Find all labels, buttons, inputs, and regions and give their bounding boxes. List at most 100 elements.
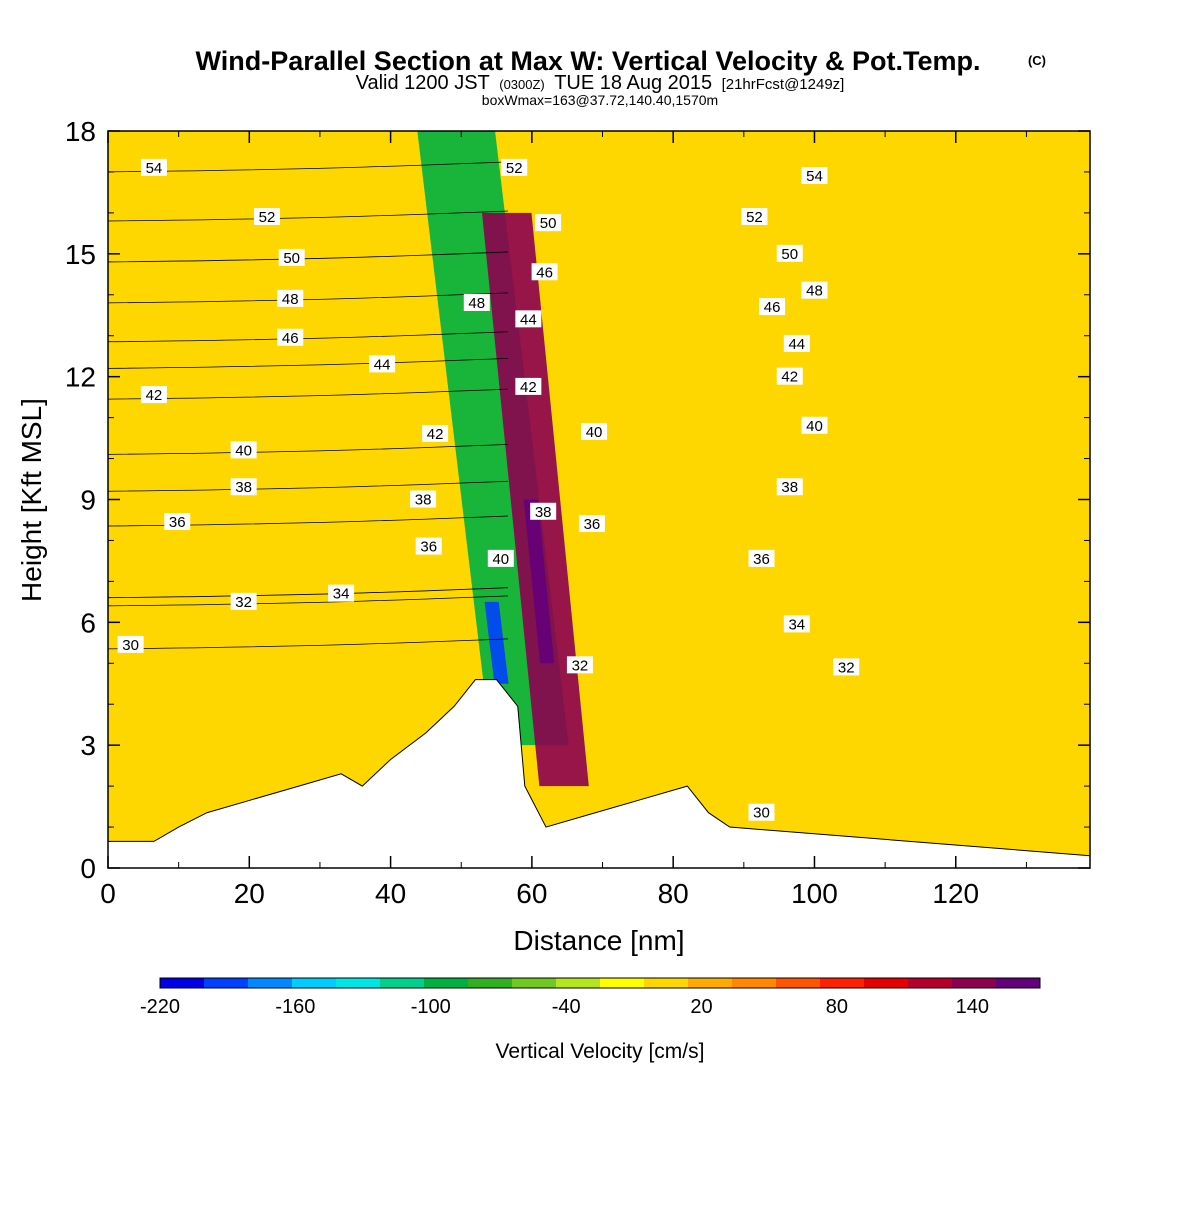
contour-label-text: 32 bbox=[838, 659, 855, 676]
contour-label: 38 bbox=[776, 478, 803, 496]
contour-label-text: 44 bbox=[374, 356, 391, 373]
chart-title-mark: (C) bbox=[1028, 53, 1046, 68]
y-tick-label: 9 bbox=[80, 485, 96, 516]
y-tick-label: 0 bbox=[80, 853, 96, 884]
contour-label: 32 bbox=[566, 656, 593, 674]
contour-label: 36 bbox=[164, 513, 191, 531]
colorbar-swatch bbox=[952, 978, 997, 988]
contour-label: 30 bbox=[117, 635, 144, 654]
contour-label: 46 bbox=[531, 263, 558, 281]
contour-label: 38 bbox=[230, 478, 257, 496]
contour-label-text: 38 bbox=[535, 504, 552, 521]
contour-label: 42 bbox=[140, 386, 167, 404]
x-tick-label: 0 bbox=[100, 878, 116, 909]
colorbar-tick-label: -40 bbox=[552, 996, 581, 1018]
colorbar-swatch bbox=[512, 978, 557, 988]
contour-label: 48 bbox=[801, 281, 828, 300]
y-tick-label: 6 bbox=[80, 607, 96, 638]
contour-label: 32 bbox=[833, 658, 860, 676]
contour-label-text: 50 bbox=[283, 250, 300, 267]
contour-label: 48 bbox=[277, 289, 304, 308]
chart-title: Wind-Parallel Section at Max W: Vertical… bbox=[196, 46, 981, 76]
contour-label-text: 42 bbox=[427, 426, 444, 443]
contour-label-text: 42 bbox=[146, 387, 163, 404]
contour-label-text: 42 bbox=[520, 379, 537, 396]
contour-label-text: 34 bbox=[333, 586, 350, 603]
contour-labels: 54 52 50 48 46 42 44 40 38 36 34 32 30 48 42 38 36 40 52 50… bbox=[117, 158, 860, 822]
velocity-feature-2 bbox=[484, 601, 509, 684]
contour-label: 40 bbox=[230, 441, 257, 459]
contour-label: 50 bbox=[535, 214, 562, 232]
contour-label: 40 bbox=[581, 422, 608, 441]
y-tick-label: 15 bbox=[65, 239, 96, 270]
contour-label: 42 bbox=[515, 377, 542, 396]
contour-label: 46 bbox=[277, 328, 304, 347]
colorbar-tick-label: 20 bbox=[690, 996, 712, 1018]
contour-line-12 bbox=[108, 638, 509, 650]
contour-label: 38 bbox=[410, 490, 437, 509]
contour-label-text: 40 bbox=[806, 418, 823, 435]
contour-label-text: 52 bbox=[259, 209, 276, 226]
contour-label-text: 52 bbox=[506, 160, 523, 177]
colorbar-swatch bbox=[820, 978, 865, 988]
contour-label-text: 38 bbox=[235, 479, 252, 496]
colorbar-swatch bbox=[776, 978, 821, 988]
colorbar-swatch bbox=[556, 978, 601, 988]
contour-label-text: 48 bbox=[468, 295, 485, 312]
contour-label-text: 32 bbox=[572, 657, 589, 674]
contour-label-text: 48 bbox=[806, 283, 823, 300]
contour-label-text: 32 bbox=[235, 594, 252, 611]
contour-label: 34 bbox=[783, 615, 810, 633]
terrain-mask bbox=[108, 679, 1090, 868]
contour-label-text: 40 bbox=[235, 442, 252, 459]
x-tick-label: 80 bbox=[658, 878, 689, 909]
contour-label: 40 bbox=[487, 549, 514, 568]
chart-subtitle-2: boxWmax=163@37.72,140.40,1570m bbox=[482, 92, 718, 108]
colorbar-swatch bbox=[732, 978, 777, 988]
vertical-velocity-field bbox=[417, 131, 589, 787]
contour-label: 50 bbox=[776, 244, 803, 263]
contour-label-text: 34 bbox=[788, 616, 805, 633]
subtitle-prefix: Valid 1200 JST bbox=[356, 72, 490, 94]
contour-label-text: 46 bbox=[536, 264, 553, 281]
contour-label: 36 bbox=[578, 515, 605, 533]
colorbar-swatch bbox=[600, 978, 645, 988]
contour-line-7 bbox=[108, 443, 509, 455]
colorbar-swatch bbox=[908, 978, 953, 988]
x-tick-label: 100 bbox=[791, 878, 838, 909]
y-tick-label: 12 bbox=[65, 362, 96, 393]
colorbar-swatch bbox=[424, 978, 469, 988]
colorbar-swatch bbox=[292, 978, 337, 988]
x-tick-label: 20 bbox=[234, 878, 265, 909]
colorbar-swatch bbox=[204, 978, 249, 988]
contour-label-text: 36 bbox=[169, 514, 186, 531]
contour-label: 48 bbox=[463, 293, 490, 312]
colorbar-swatch bbox=[160, 978, 205, 988]
colorbar-swatch bbox=[864, 978, 909, 988]
colorbar-swatch bbox=[996, 978, 1041, 988]
contour-line-8 bbox=[108, 480, 509, 492]
contour-label-text: 40 bbox=[492, 551, 509, 568]
contour-label: 44 bbox=[783, 334, 810, 353]
colorbar-tick-label: -100 bbox=[411, 996, 451, 1018]
contour-label: 32 bbox=[230, 592, 257, 611]
subtitle-date: TUE 18 Aug 2015 bbox=[554, 72, 712, 94]
contour-label: 52 bbox=[741, 207, 768, 226]
contour-label: 52 bbox=[501, 158, 528, 177]
colorbar-swatch bbox=[380, 978, 425, 988]
colorbar-swatch bbox=[468, 978, 513, 988]
contour-label-text: 54 bbox=[146, 160, 163, 177]
chart-subtitle: Valid 1200 JST (0300Z) TUE 18 Aug 2015 [… bbox=[356, 72, 845, 94]
contour-line-4 bbox=[108, 331, 509, 343]
contour-label-text: 36 bbox=[584, 516, 601, 533]
plot-background bbox=[108, 131, 1090, 868]
contour-label-text: 44 bbox=[520, 311, 537, 328]
contour-label-text: 46 bbox=[764, 299, 781, 316]
contour-line-0 bbox=[108, 161, 509, 173]
colorbar-frame bbox=[159, 977, 1041, 989]
contour-label: 40 bbox=[801, 416, 828, 435]
colorbar-tick-label: -220 bbox=[140, 996, 180, 1018]
